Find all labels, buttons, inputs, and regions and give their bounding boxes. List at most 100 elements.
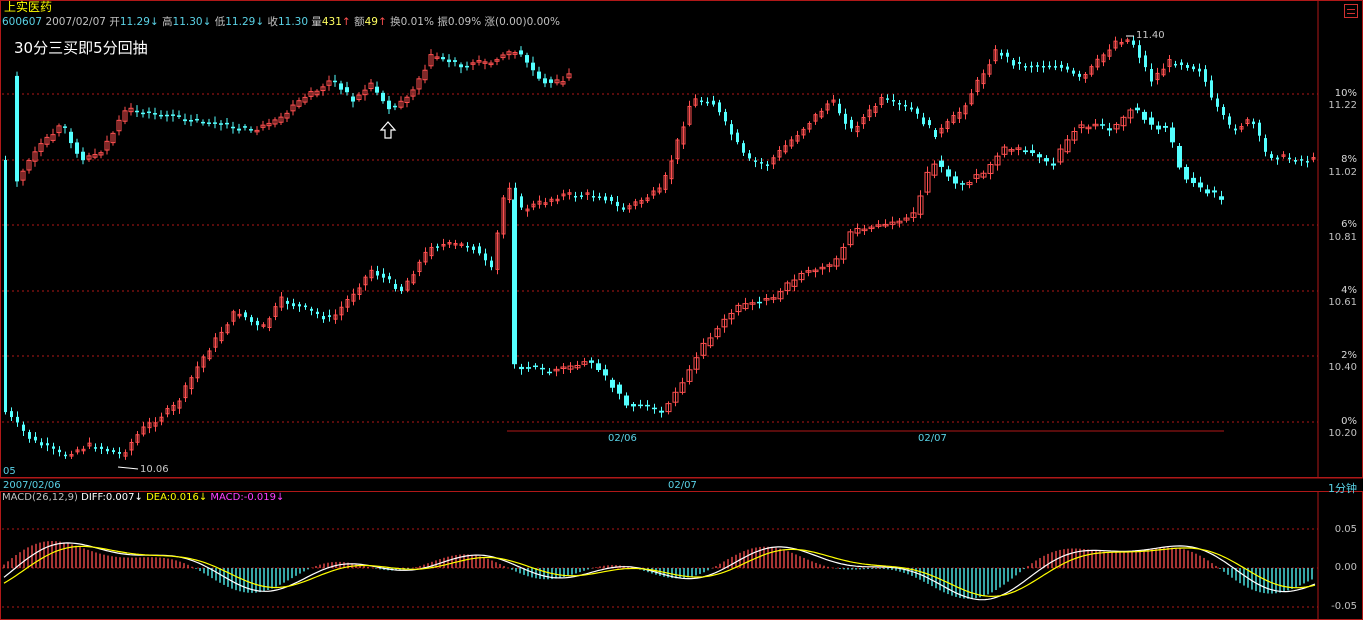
candle-body xyxy=(826,264,833,267)
candle-body xyxy=(1186,65,1189,68)
candle-body xyxy=(10,411,13,418)
candle-body xyxy=(777,150,782,158)
candle-body xyxy=(681,126,686,145)
candle-body xyxy=(1042,66,1045,68)
candle-body xyxy=(159,114,163,117)
candle-body xyxy=(596,363,601,370)
candle-body xyxy=(924,171,931,193)
candle-body xyxy=(69,131,73,144)
candle-body xyxy=(100,446,103,449)
candle-body xyxy=(98,152,104,156)
candle-body xyxy=(686,369,693,382)
candle-body xyxy=(1311,157,1316,160)
candle-body xyxy=(112,450,115,453)
candle-body xyxy=(537,71,541,79)
candle-body xyxy=(520,196,523,208)
candle-body xyxy=(488,62,494,66)
candle-body xyxy=(975,79,980,92)
candle-body xyxy=(183,119,187,122)
candle-body xyxy=(333,80,337,83)
candle-body xyxy=(244,312,247,318)
candle-body xyxy=(75,449,80,453)
candle-body xyxy=(934,129,937,137)
up-arrow-small-icon: ↑ xyxy=(377,16,387,28)
candle-body xyxy=(459,243,464,246)
candle-body xyxy=(351,293,356,302)
candle-body xyxy=(123,452,128,457)
dea-line xyxy=(3,545,1316,598)
candle-body xyxy=(296,100,302,107)
candle-body xyxy=(555,198,560,202)
y-pct-label: 2% xyxy=(1341,350,1357,361)
candle-body xyxy=(844,113,847,124)
y-price-label: 10.40 xyxy=(1328,362,1357,373)
menu-icon[interactable] xyxy=(1344,4,1358,18)
candle-body xyxy=(56,125,62,134)
candle-body xyxy=(526,367,531,369)
candle-body xyxy=(771,157,776,165)
candle-body xyxy=(549,198,554,202)
candle-body xyxy=(429,246,434,257)
candle-body xyxy=(254,129,260,133)
candle-body xyxy=(1167,59,1172,67)
candle-body xyxy=(339,83,343,90)
candle-body xyxy=(889,221,896,225)
macd-value: -0.019 xyxy=(243,492,276,503)
candle-body xyxy=(903,217,910,221)
candle-body xyxy=(231,126,235,129)
candle-body xyxy=(466,245,469,248)
candle-body xyxy=(484,253,487,261)
candle-body xyxy=(854,227,861,234)
candle-body xyxy=(1083,73,1088,79)
candle-body xyxy=(118,451,121,454)
candle-body xyxy=(1228,116,1231,125)
candle-body xyxy=(801,128,806,136)
candle-body xyxy=(368,82,374,90)
candle-body xyxy=(718,102,721,113)
candle-body xyxy=(519,366,524,370)
candle-body xyxy=(624,395,629,406)
candle-body xyxy=(69,454,74,457)
candle-body xyxy=(171,404,176,411)
candle-body xyxy=(693,357,700,370)
candle-body xyxy=(94,447,97,449)
candle-body xyxy=(1051,163,1056,166)
candle-body xyxy=(567,365,574,370)
candle-body xyxy=(310,308,313,311)
candle-body xyxy=(1258,122,1261,136)
candle-body xyxy=(861,228,868,232)
period-selector[interactable]: 1分钟 xyxy=(1328,482,1357,495)
candle-body xyxy=(627,205,632,210)
candle-body xyxy=(237,313,242,317)
candle-body xyxy=(436,246,439,248)
candle-body xyxy=(736,132,739,143)
candle-body xyxy=(770,297,777,300)
left-small-label: 05 xyxy=(3,466,16,477)
candle-body xyxy=(1085,126,1092,130)
candle-body xyxy=(490,260,493,268)
candle-body xyxy=(652,407,657,410)
candle-body xyxy=(1205,189,1210,194)
candle-body xyxy=(1222,107,1225,116)
candle-body xyxy=(679,382,686,393)
candle-body xyxy=(1264,138,1267,152)
candle-body xyxy=(1101,54,1106,63)
candle-body xyxy=(476,60,482,63)
volume-label: 量 xyxy=(311,16,322,28)
candle-body xyxy=(581,361,588,365)
candle-body xyxy=(784,282,791,292)
candle-body xyxy=(87,442,92,447)
candle-body xyxy=(1191,177,1196,184)
candle-body xyxy=(411,274,416,284)
candle-body xyxy=(147,111,151,114)
amplitude-label: 振 xyxy=(437,16,448,28)
candle-body xyxy=(250,317,253,322)
candle-body xyxy=(957,111,962,119)
candle-body xyxy=(669,160,674,180)
candle-body xyxy=(50,134,56,141)
candle-body xyxy=(472,246,475,250)
down-arrow-icon: ↓ xyxy=(276,492,285,503)
candle-body xyxy=(141,112,145,115)
candle-body xyxy=(1037,154,1042,158)
